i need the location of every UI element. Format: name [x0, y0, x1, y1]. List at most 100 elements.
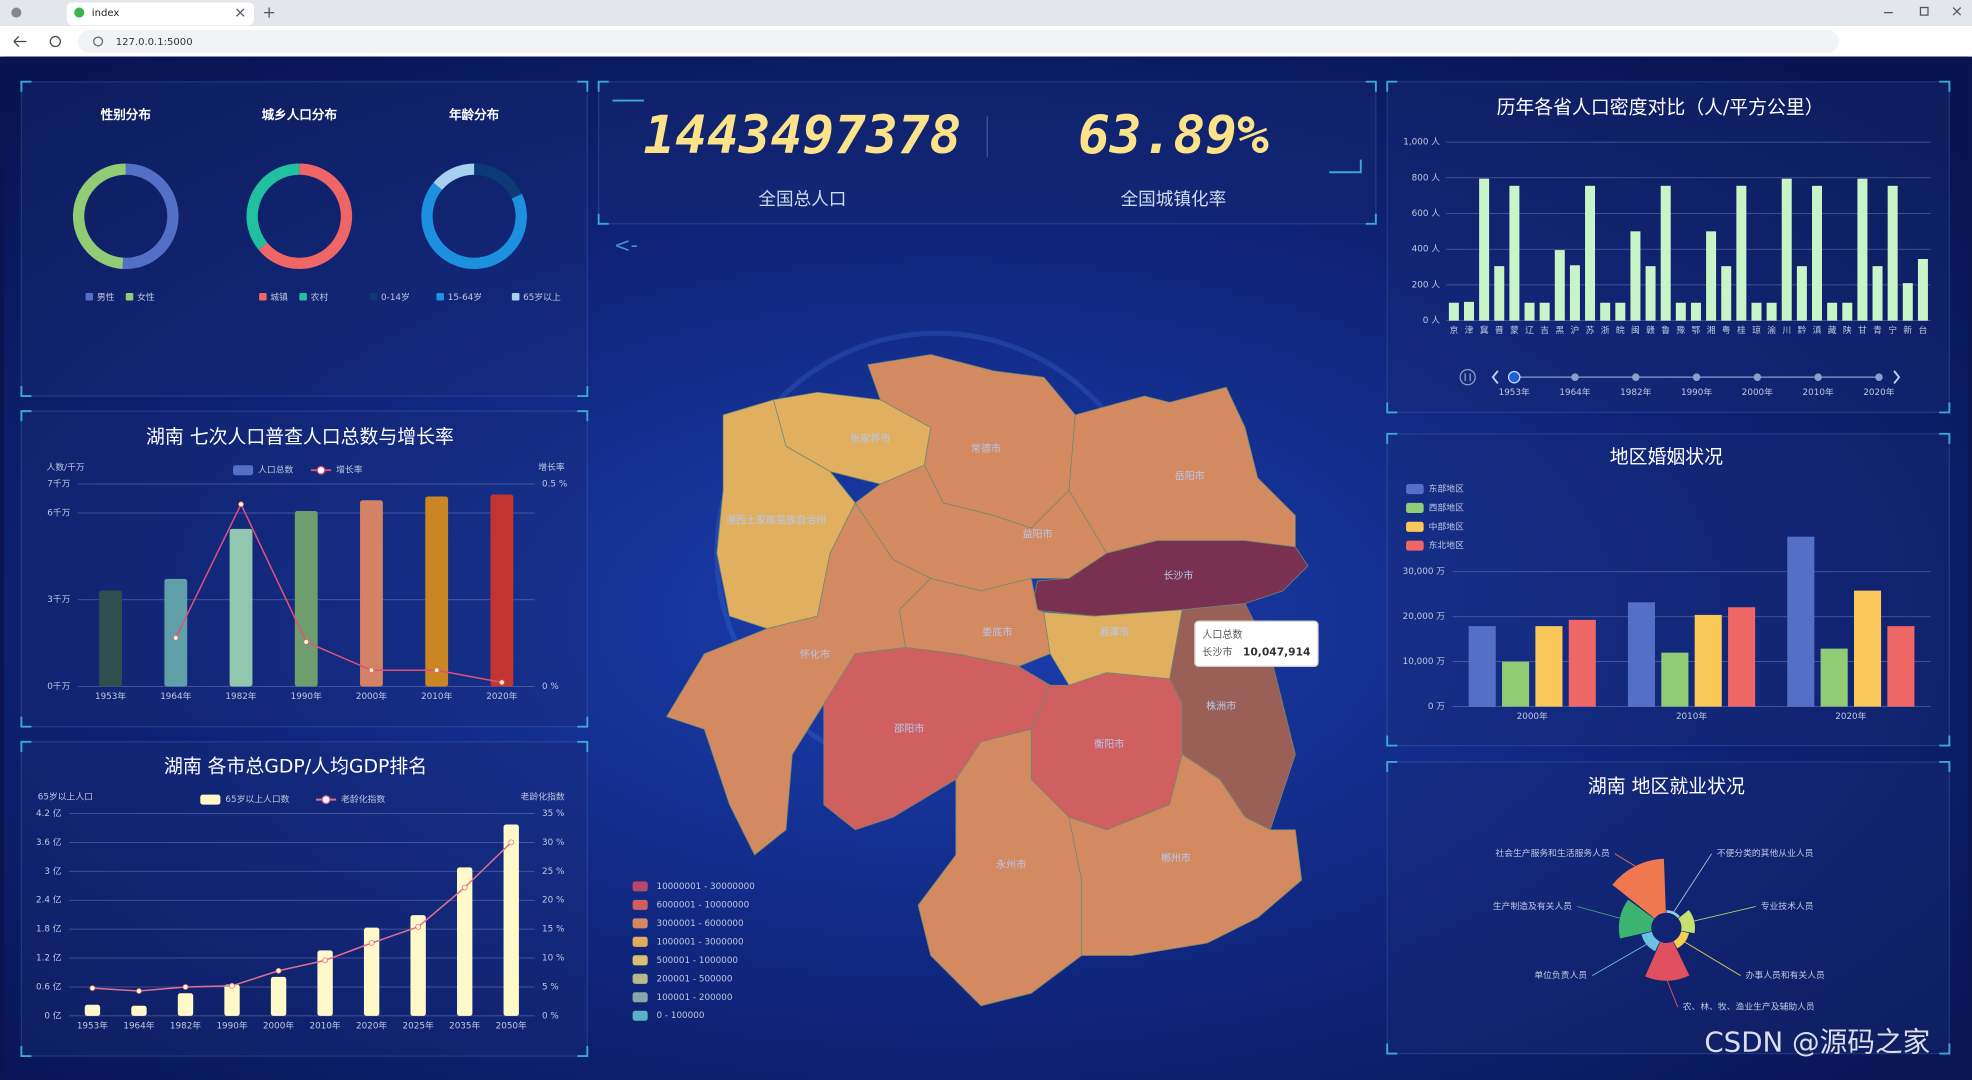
rose-label: 单位负责人员: [1534, 969, 1587, 981]
tab-icons[interactable]: [235, 7, 275, 18]
panel: [20, 81, 588, 397]
address-bar[interactable]: [77, 30, 1839, 53]
bar: [1820, 648, 1848, 707]
legend-swatch: [85, 292, 94, 301]
y-tick-label: 2.4 亿: [36, 894, 62, 906]
y-tick-label: 0 万: [1428, 702, 1445, 712]
legend-label: 6000001 - 10000000: [656, 900, 749, 910]
site-info[interactable]: [93, 36, 104, 47]
x-tick-label: 黑: [1555, 325, 1564, 336]
timeline-label: 2000年: [1742, 386, 1773, 398]
bar: [1660, 185, 1671, 321]
x-tick-label: 豫: [1676, 324, 1685, 336]
x-tick-label: 浙: [1601, 324, 1610, 336]
bar: [1569, 265, 1580, 321]
chart-title: 性别分布: [101, 107, 152, 122]
donut-segment: [122, 163, 179, 270]
y-tick-label: 800 人: [1412, 172, 1441, 183]
bar: [1751, 302, 1762, 321]
timeline-play[interactable]: [1459, 369, 1476, 386]
y-tick-label: 0 %: [542, 682, 559, 692]
legend-label: 1000001 - 3000000: [656, 937, 744, 947]
x-tick-label: 京: [1449, 324, 1458, 336]
y-axis-title: 65岁以上人口: [38, 791, 93, 803]
timeline-node[interactable]: [1753, 373, 1762, 381]
legend-swatch: [1406, 484, 1424, 495]
line-point: [89, 985, 96, 992]
rose-segment: [1666, 910, 1680, 919]
bar: [1887, 626, 1915, 707]
region-label: 邵阳市: [894, 722, 924, 735]
timeline-node[interactable]: [1814, 373, 1822, 381]
legend-swatch: [1406, 540, 1424, 551]
timeline-node[interactable]: [1571, 373, 1579, 381]
bar: [1766, 302, 1777, 321]
timeline-node[interactable]: [1507, 370, 1521, 384]
x-tick-label: 2020年: [356, 1019, 387, 1031]
region-label: 张家界市: [850, 432, 890, 445]
legend-label: 15-64岁: [448, 291, 482, 303]
browser-tab[interactable]: [66, 2, 255, 26]
window-controls[interactable]: [1883, 6, 1962, 16]
y2-axis-title: 增长率: [538, 461, 565, 473]
rose-label: 办事人员和有关人员: [1746, 969, 1825, 981]
legend-label: 女性: [137, 291, 155, 303]
x-tick-label: 1982年: [170, 1019, 201, 1031]
chart-title: 湖南 七次人口普查人口总数与增长率: [146, 426, 454, 448]
timeline-label: 2010年: [1803, 386, 1834, 398]
back-nav[interactable]: [13, 36, 27, 47]
legend-label: 中部地区: [1429, 520, 1464, 532]
x-tick-label: 2035年: [449, 1019, 480, 1031]
legend-swatch: [321, 795, 331, 805]
timeline-node[interactable]: [1692, 373, 1701, 381]
x-tick-label: 粤: [1722, 324, 1731, 336]
legend-label: 100001 - 200000: [656, 993, 732, 1003]
x-tick-label: 陕: [1843, 324, 1852, 336]
rose-segment: [1641, 931, 1660, 952]
bar: [1853, 590, 1882, 707]
rose-label: 不便分类的其他从业人员: [1717, 847, 1814, 859]
legend-swatch: [200, 794, 221, 805]
rose-segment: [1645, 941, 1690, 981]
x-tick-label: 青: [1873, 324, 1882, 336]
leader-line: [1666, 980, 1679, 1008]
profile-icon[interactable]: [11, 7, 22, 18]
legend-label: 老龄化指数: [341, 793, 385, 805]
reload[interactable]: [49, 35, 61, 48]
y-tick-label: 0千万: [47, 681, 70, 692]
timeline-prev[interactable]: [1491, 370, 1499, 385]
timeline-label: 1990年: [1681, 386, 1712, 398]
bar: [1509, 185, 1520, 321]
bar: [1464, 301, 1474, 321]
tooltip: [1194, 620, 1319, 667]
line-point: [368, 667, 375, 674]
x-tick-label: 2020年: [1835, 710, 1866, 722]
x-tick-label: 桂: [1737, 324, 1746, 336]
bar: [1690, 302, 1701, 321]
y-tick-label: 20,000 万: [1403, 612, 1446, 622]
timeline-node[interactable]: [1875, 373, 1883, 381]
bar: [1494, 266, 1505, 321]
donut-segment: [246, 163, 300, 250]
region-shape[interactable]: [1068, 753, 1303, 956]
timeline-node[interactable]: [1632, 373, 1640, 381]
x-tick-label: 1982年: [225, 690, 256, 702]
timeline-next[interactable]: [1893, 370, 1901, 385]
back-button[interactable]: <-: [614, 233, 638, 257]
chart-title: 湖南 各市总GDP/人均GDP排名: [164, 755, 427, 777]
x-tick-label: 2010年: [421, 690, 452, 702]
bar: [1781, 178, 1792, 321]
chart-title: 城乡人口分布: [262, 107, 338, 122]
rose-label: 专业技术人员: [1761, 900, 1814, 912]
x-tick-label: 1964年: [160, 690, 191, 702]
legend-label: 10000001 - 30000000: [656, 882, 755, 892]
y-tick-label: 0 %: [542, 1011, 559, 1021]
x-tick-label: 2000年: [263, 1019, 294, 1031]
timeline-pause-icon: [1464, 373, 1471, 381]
y-tick-label: 200 人: [1412, 279, 1441, 290]
y-tick-label: 10 %: [542, 954, 564, 964]
x-tick-label: 1964年: [123, 1019, 154, 1031]
legend-label: 西部地区: [1429, 501, 1464, 513]
y-tick-label: 1,000 人: [1403, 137, 1440, 148]
legend-label: 65岁以上: [523, 291, 561, 303]
